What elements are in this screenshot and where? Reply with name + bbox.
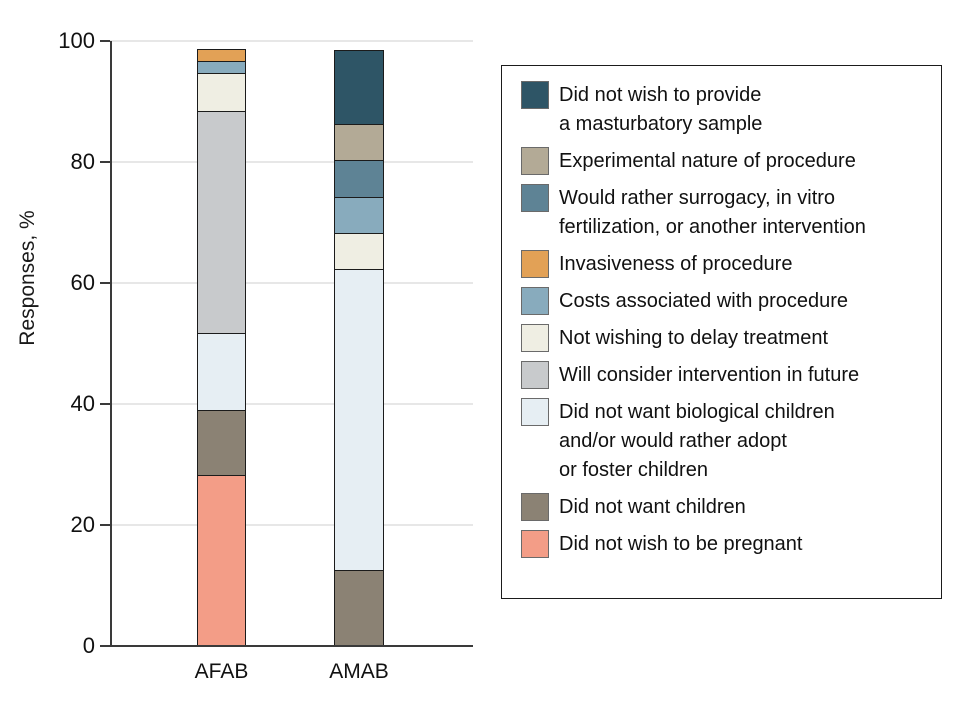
legend-color-swatch — [521, 287, 549, 315]
legend-color-swatch — [521, 530, 549, 558]
legend-label: Did not want children — [559, 496, 746, 518]
bar-segment — [334, 160, 384, 199]
legend-item: Did not wish to be pregnant — [521, 530, 933, 559]
legend-item: Not wishing to delay treatment — [521, 324, 933, 353]
legend-label: Will consider intervention in future — [559, 364, 860, 386]
bar-segment — [197, 410, 246, 477]
legend-label: Did not want biological children and/or … — [559, 401, 835, 481]
y-tick-mark — [100, 403, 110, 405]
y-tick-label: 40 — [70, 391, 95, 416]
legend-item: Would rather surrogacy, in vitro fertili… — [521, 184, 933, 242]
legend: Did not wish to provide a masturbatory s… — [501, 65, 942, 599]
legend-item: Experimental nature of procedure — [521, 147, 933, 176]
y-tick-label: 100 — [58, 28, 95, 53]
bar-segment — [334, 50, 384, 126]
bar-segment — [334, 269, 384, 572]
legend-item: Invasiveness of procedure — [521, 250, 933, 279]
legend-label: Did not wish to provide a masturbatory s… — [559, 84, 763, 135]
y-tick-label: 80 — [70, 149, 95, 174]
gridline-40 — [110, 403, 473, 405]
legend-label: Experimental nature of procedure — [559, 150, 856, 172]
y-tick-label: 20 — [70, 512, 95, 537]
gridline-100 — [110, 40, 473, 42]
y-tick-mark — [100, 282, 110, 284]
x-axis-label-amab: AMAB — [329, 660, 389, 683]
legend-label: Costs associated with procedure — [559, 290, 849, 312]
x-axis-line — [100, 645, 473, 647]
y-tick-label: 0 — [82, 633, 95, 658]
legend-color-swatch — [521, 493, 549, 521]
legend-label: Did not wish to be pregnant — [559, 533, 803, 555]
y-tick-label: 60 — [70, 270, 95, 295]
legend-color-swatch — [521, 324, 549, 352]
legend-item: Will consider intervention in future — [521, 361, 933, 390]
y-tick-mark — [100, 40, 110, 42]
legend-label: Would rather surrogacy, in vitro fertili… — [559, 187, 866, 238]
gridline-80 — [110, 161, 473, 163]
gridline-20 — [110, 524, 473, 526]
legend-color-swatch — [521, 184, 549, 212]
bar-segment — [197, 333, 246, 412]
legend-label: Not wishing to delay treatment — [559, 327, 829, 349]
bar-segment — [334, 233, 384, 271]
legend-color-swatch — [521, 147, 549, 175]
y-tick-mark — [100, 161, 110, 163]
bar-amab — [334, 41, 384, 646]
y-axis-line — [110, 41, 112, 647]
legend-item: Did not wish to provide a masturbatory s… — [521, 81, 933, 139]
legend-item: Costs associated with procedure — [521, 287, 933, 316]
legend-item: Did not want children — [521, 493, 933, 522]
legend-item: Did not want biological children and/or … — [521, 398, 933, 485]
bar-segment — [197, 110, 246, 335]
legend-color-swatch — [521, 81, 549, 109]
x-axis-label-afab: AFAB — [194, 660, 249, 683]
legend-label: Invasiveness of procedure — [559, 253, 793, 275]
legend-color-swatch — [521, 361, 549, 389]
bar-segment — [197, 474, 246, 646]
bar-segment — [197, 73, 246, 113]
bar-segment — [334, 124, 384, 162]
gridline-60 — [110, 282, 473, 284]
legend-color-swatch — [521, 250, 549, 278]
bar-afab — [197, 41, 246, 646]
bar-segment — [334, 570, 384, 646]
bar-segment — [334, 196, 384, 235]
plot-area — [110, 40, 473, 646]
legend-color-swatch — [521, 398, 549, 426]
y-tick-mark — [100, 524, 110, 526]
